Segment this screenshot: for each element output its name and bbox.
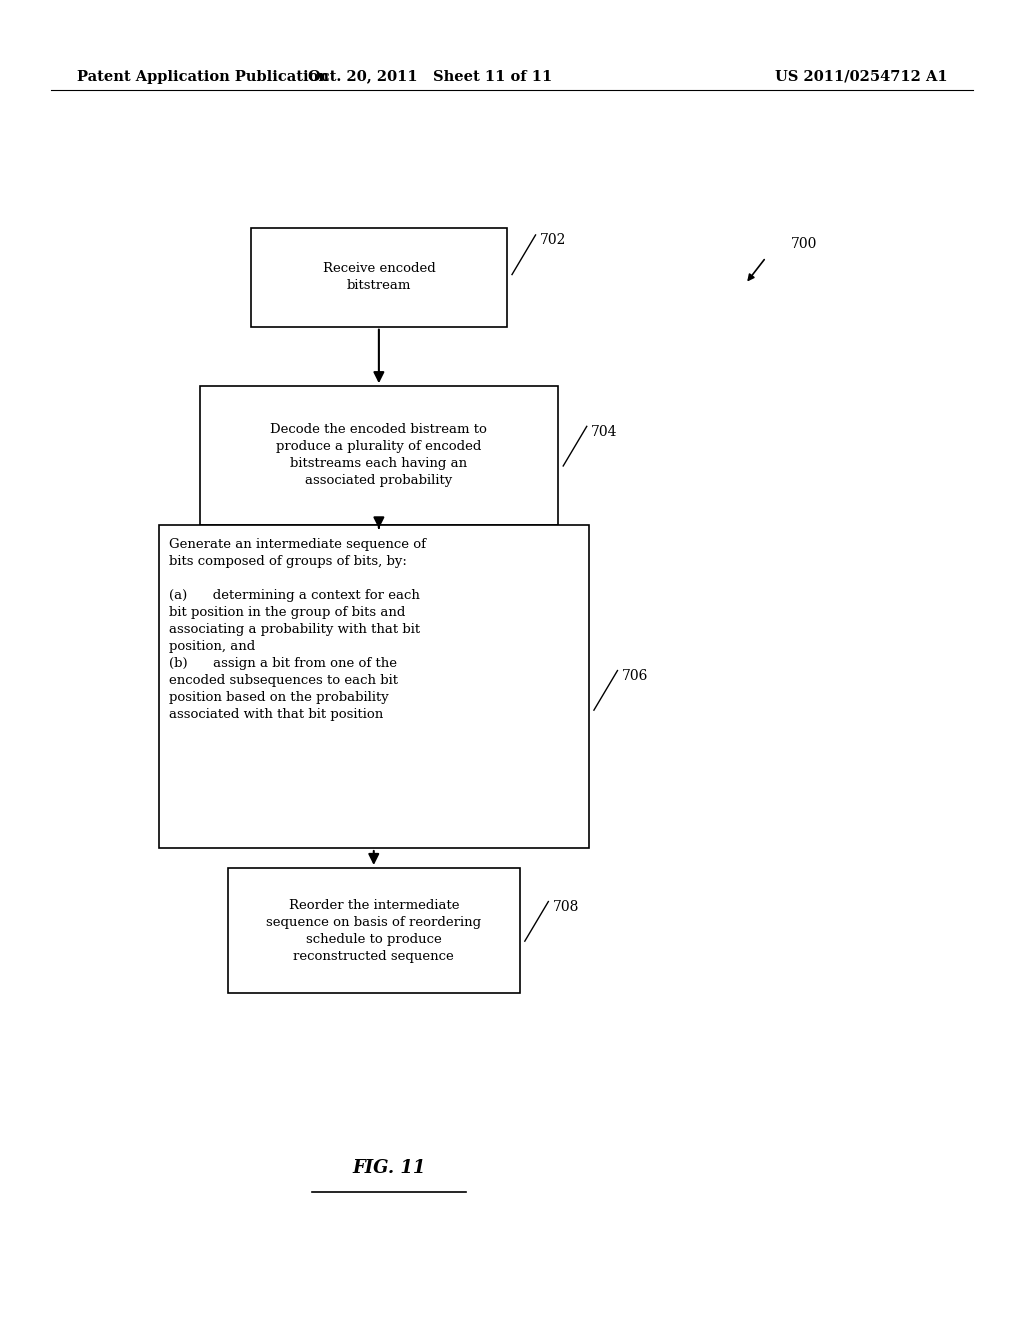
Text: Generate an intermediate sequence of
bits composed of groups of bits, by:

(a)  : Generate an intermediate sequence of bit… xyxy=(169,539,426,721)
Bar xyxy=(159,524,589,849)
Bar xyxy=(200,385,558,524)
Text: 702: 702 xyxy=(540,234,566,247)
Text: Receive encoded
bitstream: Receive encoded bitstream xyxy=(323,263,435,292)
Text: 700: 700 xyxy=(791,238,817,251)
Bar xyxy=(251,227,507,326)
Text: Decode the encoded bistream to
produce a plurality of encoded
bitstreams each ha: Decode the encoded bistream to produce a… xyxy=(270,424,487,487)
Text: 706: 706 xyxy=(622,669,648,682)
Text: Reorder the intermediate
sequence on basis of reordering
schedule to produce
rec: Reorder the intermediate sequence on bas… xyxy=(266,899,481,962)
Text: Oct. 20, 2011   Sheet 11 of 11: Oct. 20, 2011 Sheet 11 of 11 xyxy=(308,70,552,83)
Text: FIG. 11: FIG. 11 xyxy=(352,1159,426,1177)
Text: US 2011/0254712 A1: US 2011/0254712 A1 xyxy=(774,70,947,83)
Bar xyxy=(227,869,519,993)
Text: 704: 704 xyxy=(591,425,617,438)
Text: Patent Application Publication: Patent Application Publication xyxy=(77,70,329,83)
Text: 708: 708 xyxy=(553,900,579,913)
